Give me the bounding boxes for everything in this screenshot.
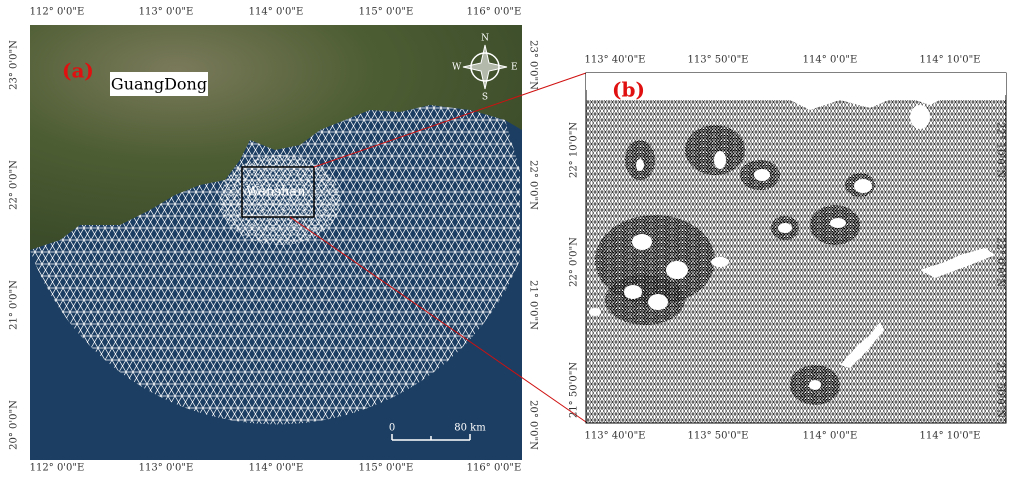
lon-label: 114° 0'0"E	[249, 463, 304, 474]
lat-label: 22° 0'0"N	[569, 237, 580, 287]
lat-label: 21° 0'0"N	[528, 280, 539, 330]
lat-label: 21° 50'0"N	[995, 362, 1006, 418]
panel-label: (a)	[62, 59, 94, 83]
lat-label: 21° 50'0"N	[569, 362, 580, 418]
lat-label: 23° 0'0"N	[9, 40, 20, 90]
lat-label: 22° 0'0"N	[995, 237, 1006, 287]
lon-label: 114° 0'0"E	[249, 7, 304, 18]
lat-label: 23° 0'0"N	[528, 40, 539, 90]
figure: (a) GuangDong Wanshan (b) N S E W 0 80 k…	[0, 0, 1009, 477]
lon-label: 115° 0'0"E	[359, 7, 414, 18]
compass-s: S	[482, 93, 488, 103]
scale-end: 80 km	[454, 423, 486, 434]
lon-label: 116° 0'0"E	[467, 7, 522, 18]
lon-label: 113° 50'0"E	[687, 55, 748, 66]
lon-label: 112° 0'0"E	[30, 463, 85, 474]
panel-label: (b)	[612, 78, 645, 102]
map-a	[30, 25, 522, 460]
lat-label: 20° 0'0"N	[528, 400, 539, 450]
lat-label: 20° 0'0"N	[9, 400, 20, 450]
lon-label: 113° 40'0"E	[584, 431, 645, 442]
site-label: Wanshan	[246, 185, 306, 200]
lon-label: 114° 0'0"E	[803, 431, 858, 442]
lon-label: 113° 40'0"E	[584, 55, 645, 66]
region-label: GuangDong	[111, 75, 207, 94]
lon-label: 112° 0'0"E	[30, 7, 85, 18]
scale-start: 0	[389, 423, 395, 434]
lat-label: 22° 10'0"N	[995, 122, 1006, 178]
compass-w: W	[452, 63, 462, 73]
compass-e: E	[511, 63, 518, 73]
lon-label: 113° 0'0"E	[139, 7, 194, 18]
lon-label: 116° 0'0"E	[467, 463, 522, 474]
lon-label: 113° 50'0"E	[687, 431, 748, 442]
lon-label: 114° 10'0"E	[919, 55, 980, 66]
lon-label: 114° 10'0"E	[919, 431, 980, 442]
lat-label: 21° 0'0"N	[9, 280, 20, 330]
lat-label: 22° 0'0"N	[9, 160, 20, 210]
lat-label: 22° 10'0"N	[569, 122, 580, 178]
lat-label: 22° 0'0"N	[528, 160, 539, 210]
map-b	[586, 73, 1006, 423]
lon-label: 114° 0'0"E	[803, 55, 858, 66]
lon-label: 115° 0'0"E	[359, 463, 414, 474]
lon-label: 113° 0'0"E	[139, 463, 194, 474]
compass-n: N	[481, 34, 489, 44]
